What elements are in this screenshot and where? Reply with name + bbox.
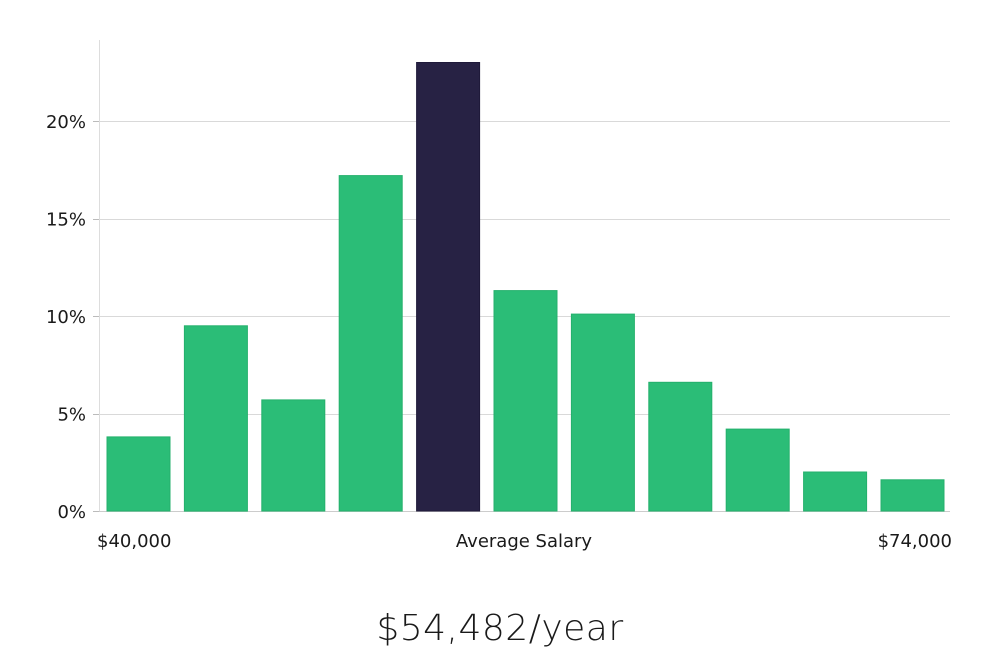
x-label-max: $74,000: [878, 531, 952, 552]
average-salary-value: $54,482/year: [376, 608, 624, 649]
histogram-bar: [648, 381, 713, 512]
y-tick-label: 0%: [57, 502, 86, 523]
histogram-bar: [106, 436, 171, 512]
histogram-bar: [725, 428, 790, 512]
histogram-bar-average: [416, 62, 481, 512]
y-tick-label: 5%: [57, 405, 86, 426]
y-tick-label: 10%: [46, 307, 86, 328]
bars-layer: [106, 62, 945, 512]
histogram-bar: [261, 399, 326, 512]
histogram-bar: [803, 471, 868, 512]
y-tick-labels: 0% 5% 10% 15% 20%: [46, 112, 86, 523]
histogram-bar: [570, 313, 635, 512]
histogram-bar: [183, 325, 248, 512]
histogram-bar: [493, 290, 558, 512]
x-label-average: Average Salary: [456, 531, 593, 552]
x-label-min: $40,000: [97, 531, 171, 552]
y-tick-label: 20%: [46, 112, 86, 133]
chart-svg: 0% 5% 10% 15% 20% $40,000 Average Salary $74…: [46, 40, 952, 552]
histogram-bar: [338, 175, 403, 512]
y-tick-label: 15%: [46, 210, 86, 231]
histogram-bar: [880, 479, 945, 512]
